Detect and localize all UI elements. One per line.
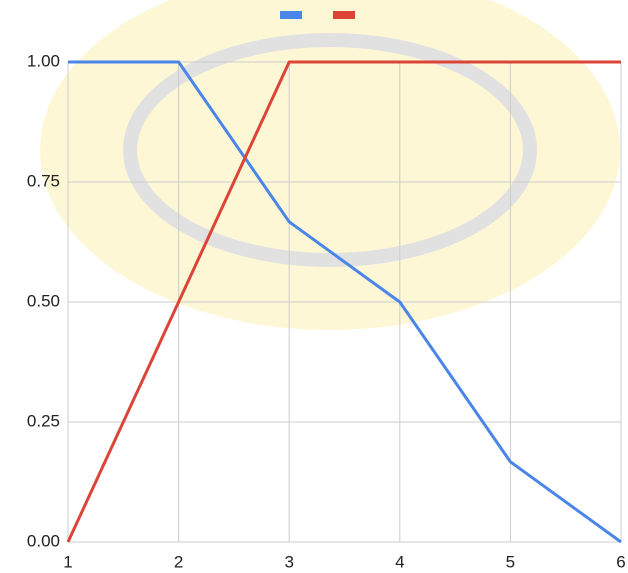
y-tick-label: 0.75 [27, 171, 60, 190]
x-tick-label: 6 [616, 552, 625, 571]
legend-swatch [280, 11, 302, 19]
x-tick-label: 1 [63, 552, 72, 571]
x-tick-label: 2 [174, 552, 183, 571]
y-tick-label: 0.50 [27, 291, 60, 310]
chart: 0.00 0.25 0.50 0.75 1.00 1 2 3 4 5 6 [0, 0, 628, 573]
y-tick-label: 0.25 [27, 411, 60, 430]
x-tick-label: 5 [506, 552, 515, 571]
x-tick-label: 3 [284, 552, 293, 571]
y-tick-label: 0.00 [27, 531, 60, 550]
watermark [40, 0, 620, 330]
x-tick-label: 4 [395, 552, 404, 571]
legend-swatch [333, 11, 355, 19]
y-tick-label: 1.00 [27, 51, 60, 70]
page: {"chart_data": {"type": "line", "x": [1,… [0, 0, 628, 573]
